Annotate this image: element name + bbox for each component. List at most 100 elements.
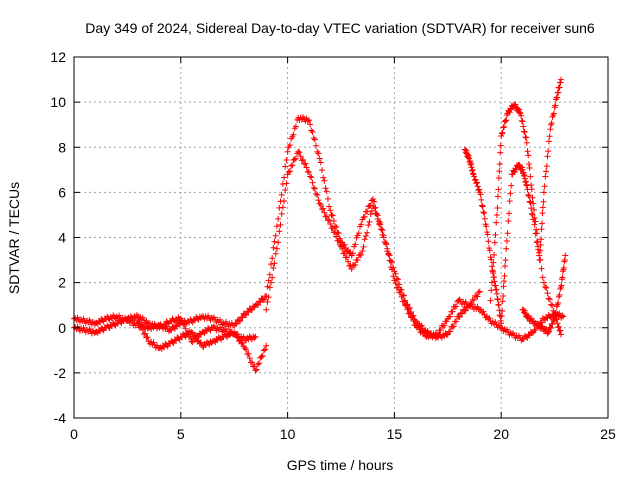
data-point-fill xyxy=(435,331,442,338)
data-point-fill xyxy=(278,191,285,198)
data-point xyxy=(316,200,323,207)
data-point-fill xyxy=(358,221,365,228)
data-point xyxy=(483,223,490,230)
data-point-fill xyxy=(309,179,316,186)
data-point xyxy=(327,220,334,227)
data-point-fill xyxy=(286,168,293,175)
y-tick-label: 2 xyxy=(58,275,66,291)
data-point-fill xyxy=(178,317,185,324)
data-point-fill xyxy=(296,149,303,156)
data-point-fill xyxy=(526,165,533,172)
data-point-fill xyxy=(317,159,324,166)
data-point-fill xyxy=(488,287,495,294)
data-point-fill xyxy=(543,163,550,170)
data-point-fill xyxy=(277,221,284,228)
data-point-fill xyxy=(279,204,286,211)
data-point-fill xyxy=(320,174,327,181)
data-point-fill xyxy=(258,353,265,360)
data-point xyxy=(538,324,545,331)
data-point-fill xyxy=(319,167,326,174)
data-point-fill xyxy=(477,191,484,198)
data-point-fill xyxy=(523,134,530,141)
data-point-fill xyxy=(379,227,386,234)
data-point-fill xyxy=(256,360,263,367)
data-point-fill xyxy=(282,163,289,170)
data-point-fill xyxy=(251,363,258,370)
data-point-fill xyxy=(385,250,392,257)
data-point-fill xyxy=(546,133,553,140)
data-point-fill xyxy=(538,226,545,233)
data-point-fill xyxy=(462,307,469,314)
data-point-fill xyxy=(494,193,501,200)
data-point-fill xyxy=(307,173,314,180)
data-point-fill xyxy=(269,274,276,281)
data-point-fill xyxy=(498,313,505,320)
x-tick-label: 25 xyxy=(600,426,616,442)
data-point-fill xyxy=(310,184,317,191)
data-point-fill xyxy=(271,260,278,267)
data-point-fill xyxy=(321,209,328,216)
data-point xyxy=(547,126,554,133)
data-point-fill xyxy=(373,210,380,217)
data-point-fill xyxy=(541,183,548,190)
data-point-fill xyxy=(499,298,506,305)
data-point-fill xyxy=(267,261,274,268)
data-point-fill xyxy=(518,112,525,119)
data-point-fill xyxy=(540,198,547,205)
data-point-fill xyxy=(389,266,396,273)
data-point-fill xyxy=(335,237,342,244)
data-point-fill xyxy=(282,186,289,193)
data-point-fill xyxy=(383,241,390,248)
data-point-fill xyxy=(545,138,552,145)
data-point-fill xyxy=(484,231,491,238)
data-point-fill xyxy=(557,327,564,334)
data-point-fill xyxy=(521,129,528,136)
data-point-fill xyxy=(490,259,497,266)
data-point-fill xyxy=(398,293,405,300)
data-point-fill xyxy=(283,157,290,164)
data-point-fill xyxy=(292,123,299,130)
data-point-fill xyxy=(554,320,561,327)
data-point-fill xyxy=(197,339,204,346)
data-point-fill xyxy=(520,306,527,313)
data-point-fill xyxy=(546,296,553,303)
data-point-fill xyxy=(320,205,327,212)
data-point-fill xyxy=(542,173,549,180)
data-point-fill xyxy=(394,276,401,283)
data-point-fill xyxy=(552,102,559,109)
data-point xyxy=(284,171,291,178)
data-point-fill xyxy=(329,225,336,232)
data-point-fill xyxy=(330,217,337,224)
data-point xyxy=(545,329,552,336)
data-point xyxy=(562,252,569,259)
data-point-fill xyxy=(403,302,410,309)
data-point-fill xyxy=(418,322,425,329)
data-point-fill xyxy=(474,293,481,300)
data-point-fill xyxy=(181,321,188,328)
data-point-fill xyxy=(275,215,282,222)
data-point xyxy=(558,331,565,338)
data-point xyxy=(338,243,344,250)
data-point-fill xyxy=(449,308,456,315)
data-point-fill xyxy=(485,238,492,245)
data-point-fill xyxy=(302,160,309,167)
data-point-fill xyxy=(495,186,502,193)
data-point-fill xyxy=(503,117,510,124)
y-tick-label: 8 xyxy=(58,139,66,155)
data-point xyxy=(316,155,323,162)
data-point-fill xyxy=(315,197,322,204)
data-point-fill xyxy=(281,197,288,204)
data-point-fill xyxy=(360,243,367,250)
data-point-fill xyxy=(345,258,352,265)
data-point-fill xyxy=(396,281,403,288)
data-point-fill xyxy=(278,210,285,217)
data-point-fill xyxy=(532,218,539,225)
data-point-fill xyxy=(237,318,244,325)
data-point-fill xyxy=(339,246,346,253)
data-point-fill xyxy=(260,296,267,303)
data-point-fill xyxy=(480,308,487,315)
data-point-fill xyxy=(400,298,407,305)
data-point-fill xyxy=(499,308,506,315)
data-point-fill xyxy=(497,149,504,156)
data-point-fill xyxy=(366,218,373,225)
